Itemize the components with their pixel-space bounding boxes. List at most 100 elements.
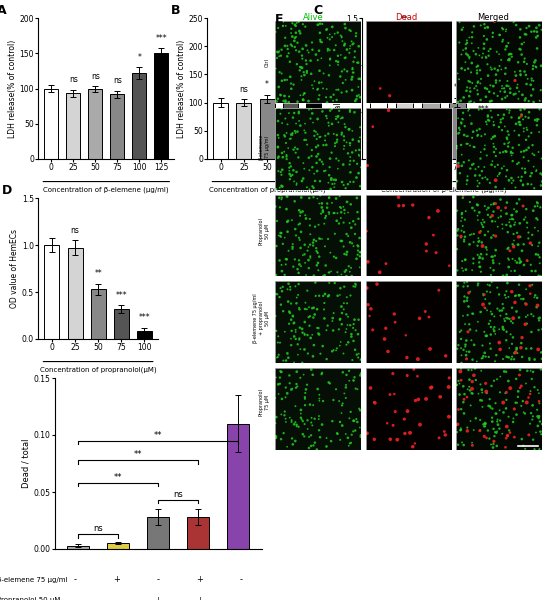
Point <box>530 58 539 67</box>
Point <box>480 303 489 313</box>
Point <box>487 270 495 280</box>
Point <box>502 327 511 337</box>
Point <box>306 253 314 263</box>
Point <box>470 83 479 93</box>
Point <box>527 310 536 319</box>
Point <box>315 91 324 100</box>
Point <box>274 94 282 104</box>
Point <box>322 84 331 94</box>
Point <box>332 344 341 353</box>
Point <box>322 211 330 221</box>
Point <box>345 413 354 423</box>
Point <box>502 433 511 443</box>
Point <box>465 141 474 151</box>
Point <box>329 395 338 405</box>
Point <box>292 367 301 376</box>
Point <box>293 265 302 274</box>
Point <box>339 218 348 227</box>
Point <box>298 54 307 64</box>
Point <box>517 434 526 444</box>
Bar <box>475 123 492 159</box>
Point <box>337 88 346 97</box>
Point <box>278 282 287 292</box>
Point <box>342 324 351 334</box>
Point <box>463 293 471 302</box>
Point <box>349 427 358 436</box>
Text: **: ** <box>401 14 409 23</box>
Point <box>463 310 472 320</box>
Text: -: - <box>74 596 77 600</box>
Point <box>500 87 509 97</box>
Point <box>469 254 478 263</box>
Point <box>515 117 524 127</box>
Point <box>490 251 499 260</box>
Point <box>336 315 344 325</box>
Point <box>337 208 346 217</box>
Point <box>463 277 471 287</box>
Point <box>455 17 464 27</box>
Point <box>517 110 526 119</box>
Point <box>330 45 338 55</box>
Point <box>465 91 474 101</box>
Point <box>326 266 335 276</box>
Point <box>311 222 319 232</box>
Point <box>277 68 286 78</box>
Point <box>500 110 508 119</box>
Point <box>512 374 520 383</box>
Point <box>363 161 372 170</box>
Point <box>507 173 516 183</box>
Point <box>481 419 490 428</box>
Point <box>485 281 494 290</box>
Point <box>463 426 472 436</box>
Point <box>325 61 334 70</box>
Point <box>470 340 479 350</box>
Point <box>356 368 365 378</box>
Point <box>500 290 509 300</box>
Point <box>342 271 351 281</box>
Point <box>289 145 298 154</box>
Text: ***: *** <box>116 290 127 299</box>
Point <box>480 422 489 431</box>
Point <box>403 406 412 416</box>
Point <box>537 347 545 357</box>
Point <box>488 28 497 38</box>
Point <box>289 319 298 328</box>
Point <box>515 44 524 54</box>
Point <box>272 353 281 362</box>
Point <box>353 91 361 101</box>
Point <box>519 294 528 304</box>
Point <box>281 260 290 269</box>
Point <box>464 288 473 298</box>
Point <box>511 89 520 98</box>
Point <box>288 244 297 254</box>
Point <box>498 220 507 229</box>
Point <box>277 148 286 158</box>
Point <box>499 147 507 157</box>
Point <box>338 398 347 408</box>
Point <box>434 286 443 295</box>
Point <box>453 440 462 449</box>
Point <box>330 229 339 239</box>
Point <box>509 215 518 224</box>
Point <box>510 220 519 230</box>
Point <box>463 35 471 45</box>
Point <box>306 114 315 124</box>
Point <box>458 221 467 231</box>
Point <box>314 425 323 435</box>
Point <box>512 207 521 217</box>
Point <box>453 427 462 437</box>
Point <box>301 119 310 128</box>
Point <box>489 376 498 386</box>
Point <box>532 32 541 42</box>
Point <box>534 325 543 335</box>
Point <box>453 224 462 234</box>
Point <box>308 163 317 172</box>
Point <box>499 322 507 332</box>
Text: ***: *** <box>478 105 489 114</box>
Point <box>304 349 312 358</box>
Point <box>279 356 288 365</box>
Point <box>292 420 301 430</box>
Point <box>307 145 316 155</box>
Point <box>325 29 334 39</box>
Point <box>535 412 543 421</box>
